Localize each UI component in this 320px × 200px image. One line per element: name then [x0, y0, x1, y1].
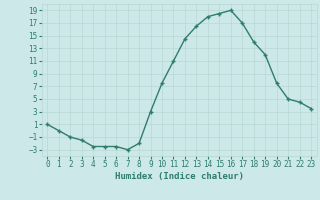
X-axis label: Humidex (Indice chaleur): Humidex (Indice chaleur): [115, 172, 244, 181]
